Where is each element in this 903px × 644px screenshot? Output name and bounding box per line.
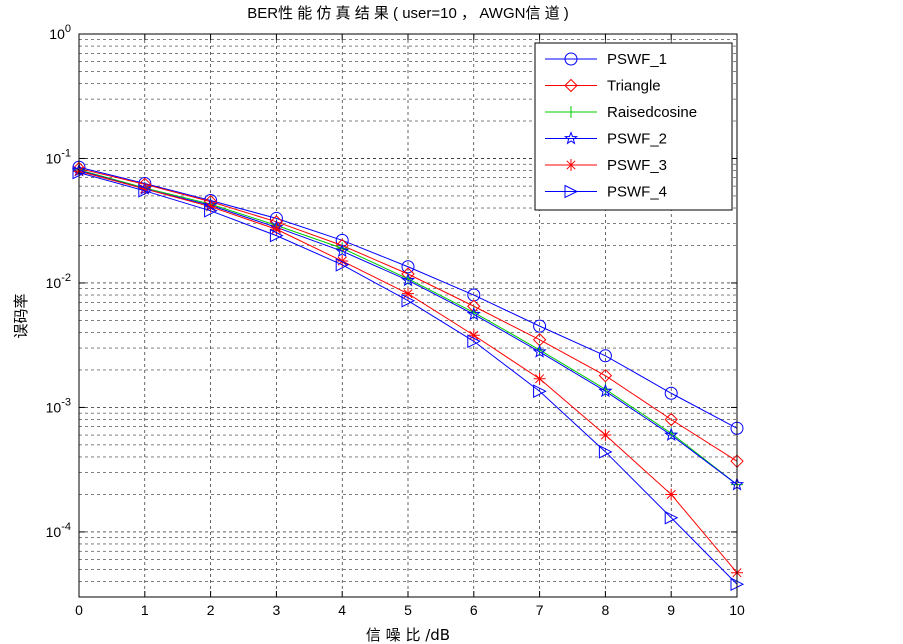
data-point-pswf-3 [467, 329, 480, 342]
y-axis-label: 误码率 [12, 293, 30, 338]
legend-item-triangle: Triangle [545, 78, 661, 95]
data-point-pswf-3 [270, 223, 283, 236]
data-point-pswf-4 [401, 293, 416, 308]
legend-item-pswf-2: PSWF_2 [545, 131, 667, 148]
y-tick-label: 10-3 [46, 396, 71, 415]
y-tick-label: 100 [49, 23, 71, 42]
data-point-pswf-1 [598, 349, 612, 363]
x-tick-label: 0 [75, 602, 83, 618]
y-tick-exponent: 0 [65, 23, 71, 35]
x-tick-label: 10 [729, 602, 745, 618]
x-tick-label: 5 [404, 602, 412, 618]
data-point-pswf-4 [664, 510, 679, 525]
y-tick-base: 10 [46, 150, 62, 166]
legend-marker-triangle [564, 78, 578, 93]
y-tick-exponent: -1 [61, 147, 71, 159]
legend-label-pswf-2: PSWF_2 [607, 131, 667, 148]
data-point-pswf-3 [138, 182, 151, 195]
legend-item-pswf-4: PSWF_4 [545, 184, 667, 201]
data-point-triangle [598, 368, 613, 383]
x-tick-label: 2 [207, 602, 215, 618]
y-tick-exponent: -2 [61, 272, 71, 284]
legend-item-raisedcosine: Raisedcosine [545, 104, 697, 121]
data-point-triangle [664, 412, 678, 427]
legend: PSWF_1 Triangle Raisedcosine PSWF_2 PSWF_3 PS… [534, 42, 733, 211]
data-point-pswf-3 [665, 488, 678, 501]
data-point-pswf-3 [533, 372, 546, 385]
data-point-pswf-4 [269, 228, 284, 243]
legend-marker-pswf-1 [564, 52, 578, 66]
data-point-pswf-2 [335, 243, 350, 258]
data-point-pswf-1 [401, 260, 415, 274]
x-tick-label: 3 [273, 602, 281, 618]
data-point-pswf-1 [533, 319, 547, 333]
y-tick-exponent: -4 [61, 521, 71, 533]
x-tick-label: 6 [470, 602, 478, 618]
x-tick-label: 8 [602, 602, 610, 618]
data-point-pswf-2 [466, 306, 481, 321]
legend-label-pswf-1: PSWF_1 [607, 51, 667, 68]
series-line-pswf-4 [78, 172, 738, 585]
data-point-pswf-4 [533, 384, 547, 399]
data-point-pswf-4 [598, 445, 613, 459]
legend-item-pswf-3: PSWF_3 [545, 157, 667, 174]
data-point-pswf-3 [402, 287, 414, 300]
legend-marker-pswf-4 [564, 184, 579, 199]
data-point-pswf-4 [138, 183, 152, 198]
y-tick-label: 10-4 [46, 521, 71, 540]
series-line-pswf-1 [78, 166, 738, 429]
y-tick-label: 10-1 [46, 147, 71, 166]
data-point-pswf-2 [598, 383, 613, 398]
x-axis-label: 信 噪 比 /dB [366, 626, 450, 644]
data-point-pswf-2 [664, 427, 679, 442]
legend-label-pswf-3: PSWF_3 [607, 157, 667, 174]
data-point-pswf-1 [664, 386, 678, 400]
data-point-pswf-4 [204, 203, 218, 218]
legend-marker-raisedcosine [565, 106, 577, 118]
y-tick-label: 10-2 [46, 272, 71, 291]
data-point-pswf-4 [467, 334, 481, 349]
legend-marker-pswf-3 [565, 159, 577, 171]
series-layer [71, 160, 745, 592]
legend-box [534, 42, 733, 211]
data-point-pswf-3 [204, 200, 217, 213]
legend-label-triangle: Triangle [607, 78, 661, 95]
series-line-pswf-2 [78, 170, 738, 485]
data-point-pswf-4 [335, 257, 350, 272]
x-tick-label: 9 [667, 602, 675, 618]
y-tick-base: 10 [46, 524, 62, 540]
y-tick-exponent: -3 [61, 396, 71, 408]
data-point-pswf-3 [336, 255, 349, 268]
legend-label-pswf-4: PSWF_4 [607, 184, 667, 201]
x-tick-label: 7 [536, 602, 544, 618]
series-pswf-3 [73, 165, 743, 579]
data-point-pswf-2 [400, 272, 416, 287]
x-tick-label: 1 [141, 602, 149, 618]
legend-item-pswf-1: PSWF_1 [545, 51, 667, 68]
chart-title: BER性 能 仿 真 结 果 ( user=10 ， AWGN信 道 ) [247, 4, 569, 22]
y-tick-base: 10 [46, 399, 62, 415]
data-point-pswf-3 [599, 429, 612, 442]
data-point-pswf-1 [467, 288, 481, 302]
y-tick-base: 10 [49, 26, 65, 42]
legend-marker-pswf-2 [563, 131, 579, 145]
x-tick-label: 4 [338, 602, 346, 618]
y-tick-base: 10 [46, 275, 62, 291]
legend-label-raisedcosine: Raisedcosine [607, 104, 697, 121]
data-point-pswf-2 [532, 344, 547, 358]
